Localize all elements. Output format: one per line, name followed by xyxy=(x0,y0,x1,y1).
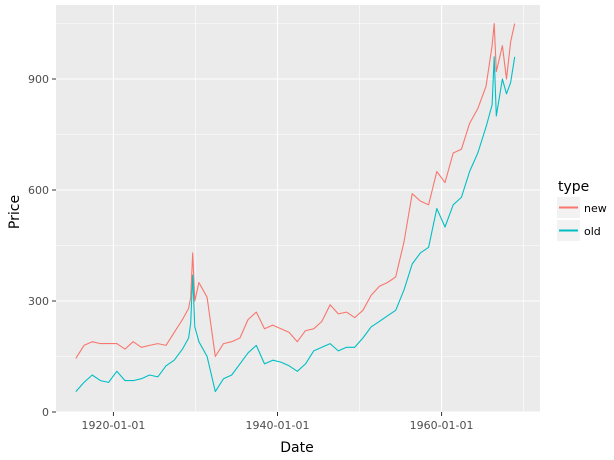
x-tick-label: 1960-01-01 xyxy=(410,419,474,432)
series-line-old xyxy=(75,56,516,393)
y-tick-label: 900 xyxy=(28,73,49,86)
legend: type new old xyxy=(557,179,607,241)
x-tick-label: 1920-01-01 xyxy=(81,419,145,432)
x-axis: 1920-01-01 1940-01-01 1960-01-01 xyxy=(81,412,474,432)
plot-panel xyxy=(56,5,540,412)
legend-items: new old xyxy=(557,197,607,241)
y-axis-label: Price xyxy=(7,195,23,229)
legend-label-old: old xyxy=(584,225,601,238)
x-tick-label: 1940-01-01 xyxy=(246,419,310,432)
series-line-new xyxy=(75,22,516,359)
legend-label-new: new xyxy=(584,202,607,215)
major-gridlines xyxy=(56,5,540,413)
y-tick-label: 300 xyxy=(28,295,49,308)
minor-gridlines xyxy=(56,5,540,412)
y-axis: 0 300 600 900 xyxy=(28,73,56,419)
legend-title: type xyxy=(558,179,589,195)
series-lines xyxy=(75,22,516,393)
y-tick-label: 600 xyxy=(28,184,49,197)
y-tick-label: 0 xyxy=(42,406,49,419)
x-axis-label: Date xyxy=(280,440,313,456)
